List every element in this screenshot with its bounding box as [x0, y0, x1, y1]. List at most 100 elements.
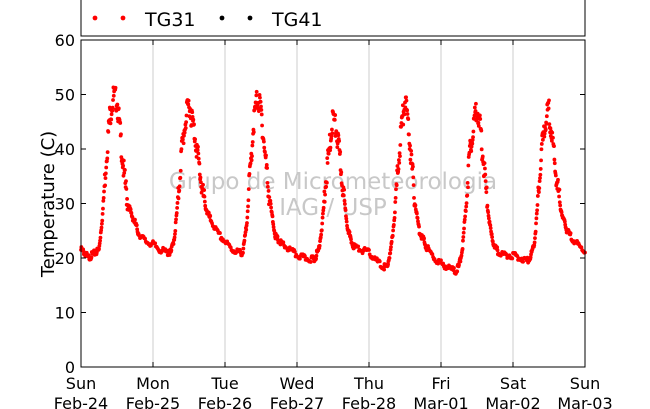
- data-point: [175, 201, 180, 205]
- data-point: [396, 158, 401, 162]
- x-tick-label-day: Fri: [431, 374, 450, 393]
- data-point: [382, 267, 387, 272]
- data-point: [267, 195, 272, 199]
- data-point: [314, 256, 318, 261]
- data-point: [250, 140, 255, 144]
- data-point: [398, 154, 402, 159]
- data-point: [129, 211, 134, 215]
- data-point: [265, 180, 270, 185]
- data-point: [486, 216, 491, 221]
- data-point: [452, 266, 456, 270]
- data-point: [464, 204, 469, 209]
- data-point: [487, 219, 492, 224]
- data-point: [396, 167, 401, 171]
- data-point: [367, 248, 371, 252]
- data-point: [544, 122, 549, 126]
- data-point: [153, 241, 158, 246]
- data-point: [405, 112, 410, 116]
- x-tick-label-date: Feb-25: [126, 394, 180, 409]
- data-point: [281, 240, 286, 245]
- data-point: [247, 171, 252, 176]
- data-point: [344, 219, 349, 224]
- data-point: [533, 229, 538, 234]
- data-point: [489, 232, 494, 236]
- data-point: [463, 214, 468, 219]
- data-point: [259, 112, 264, 117]
- data-point: [528, 255, 533, 260]
- data-point: [197, 161, 202, 166]
- data-point: [292, 249, 297, 254]
- data-point: [190, 110, 195, 115]
- data-point: [100, 211, 105, 216]
- data-point: [533, 236, 537, 241]
- data-point: [552, 144, 556, 148]
- data-point: [548, 126, 553, 131]
- data-point: [192, 122, 196, 127]
- x-tick-label-day: Sun: [66, 374, 96, 393]
- data-point: [441, 261, 446, 266]
- data-point: [101, 195, 106, 200]
- data-point: [335, 145, 340, 150]
- data-point: [320, 221, 325, 226]
- data-point: [458, 259, 463, 264]
- data-point: [173, 232, 177, 236]
- data-point: [186, 102, 191, 107]
- data-point: [248, 161, 253, 166]
- data-point: [177, 188, 182, 193]
- data-point: [557, 194, 561, 199]
- data-point: [411, 175, 416, 180]
- data-point: [196, 144, 200, 149]
- data-point: [109, 112, 114, 117]
- x-axis: SunFeb-24MonFeb-25TueFeb-26WedFeb-27ThuF…: [54, 40, 613, 409]
- data-point: [257, 92, 262, 97]
- data-point: [182, 130, 187, 135]
- data-point: [412, 196, 416, 200]
- data-point: [534, 216, 539, 221]
- y-axis-label: Temperature (C): [38, 131, 59, 278]
- data-point: [547, 98, 551, 103]
- data-point: [202, 199, 207, 204]
- data-point: [330, 127, 334, 132]
- data-point: [269, 205, 273, 210]
- data-point: [182, 133, 186, 138]
- data-point: [465, 180, 470, 185]
- data-point: [553, 173, 558, 178]
- data-point: [250, 143, 255, 148]
- data-point: [397, 160, 402, 165]
- data-point: [556, 177, 560, 182]
- data-point: [466, 185, 470, 190]
- data-point: [113, 85, 118, 90]
- data-point: [201, 182, 205, 187]
- data-point: [333, 113, 338, 117]
- y-tick-label: 30: [55, 195, 75, 214]
- data-point: [174, 217, 178, 222]
- data-point: [178, 175, 183, 180]
- data-point: [394, 183, 399, 188]
- data-point: [208, 214, 213, 218]
- data-point: [245, 209, 250, 214]
- legend: TG31 TG41: [92, 9, 323, 31]
- data-point: [538, 172, 543, 177]
- data-point: [252, 108, 257, 112]
- y-axis: 0 10 20 30 40 50 60: [55, 31, 585, 377]
- data-point: [460, 247, 465, 251]
- data-point: [246, 198, 251, 203]
- x-tick-label-date: Feb-28: [342, 394, 396, 409]
- data-point: [264, 162, 269, 167]
- data-point: [461, 235, 466, 239]
- data-point: [490, 235, 495, 239]
- data-point: [271, 225, 276, 229]
- data-point: [469, 144, 474, 149]
- data-point: [323, 192, 327, 197]
- data-point: [143, 236, 147, 241]
- data-point: [324, 184, 329, 189]
- data-point: [478, 117, 483, 121]
- data-point: [540, 137, 545, 142]
- data-point: [98, 235, 103, 240]
- data-point: [535, 203, 540, 207]
- x-tick-label-date: Feb-27: [270, 394, 324, 409]
- data-point: [134, 223, 139, 228]
- data-point: [549, 139, 554, 143]
- data-point: [550, 130, 555, 135]
- data-point: [181, 141, 186, 146]
